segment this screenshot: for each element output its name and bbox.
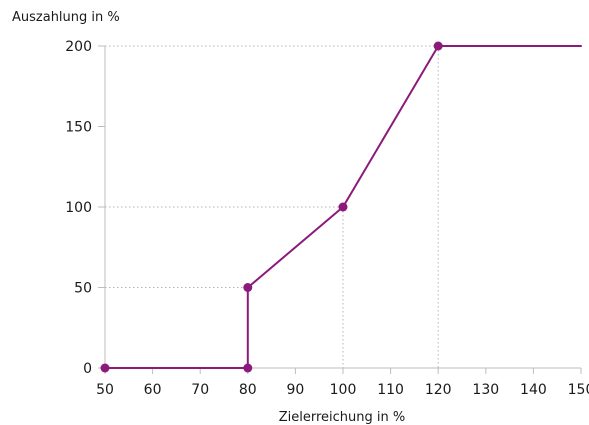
x-tick-label-140: 140 [520, 382, 547, 398]
y-axis-title: Auszahlung in % [12, 10, 120, 25]
series-segment-2 [246, 206, 344, 289]
data-point-0 [100, 363, 110, 373]
x-axis-title: Zielerreichung in % [279, 410, 406, 425]
data-point-3 [338, 202, 348, 212]
data-point-2 [243, 283, 253, 292]
axes [98, 45, 582, 374]
x-tick-label-70: 70 [191, 382, 209, 398]
y-tick-label-50: 50 [74, 281, 92, 297]
x-tick-label-130: 130 [472, 382, 499, 398]
x-tick-label-120: 120 [425, 382, 452, 398]
x-tick-label-90: 90 [286, 382, 304, 398]
x-tick-labels: 50 60 70 80 90 100 110 120 130 140 150 [96, 382, 589, 398]
guide-lines [105, 45, 439, 368]
y-tick-label-150: 150 [65, 120, 92, 136]
data-point-4 [433, 41, 443, 51]
data-point-1 [243, 363, 253, 373]
y-tick-label-0: 0 [83, 361, 92, 377]
x-tick-label-50: 50 [96, 382, 114, 398]
series-segment-3 [342, 45, 440, 208]
x-tick-label-100: 100 [330, 382, 357, 398]
series-markers [100, 41, 443, 373]
y-tick-labels: 0 50 100 150 200 [65, 39, 92, 377]
x-tick-label-150: 150 [568, 382, 589, 398]
series-lines [104, 45, 582, 369]
y-tick-label-100: 100 [65, 200, 92, 216]
x-tick-label-110: 110 [377, 382, 404, 398]
x-tick-label-80: 80 [239, 382, 257, 398]
y-tick-label-200: 200 [65, 39, 92, 55]
x-tick-label-60: 60 [144, 382, 162, 398]
